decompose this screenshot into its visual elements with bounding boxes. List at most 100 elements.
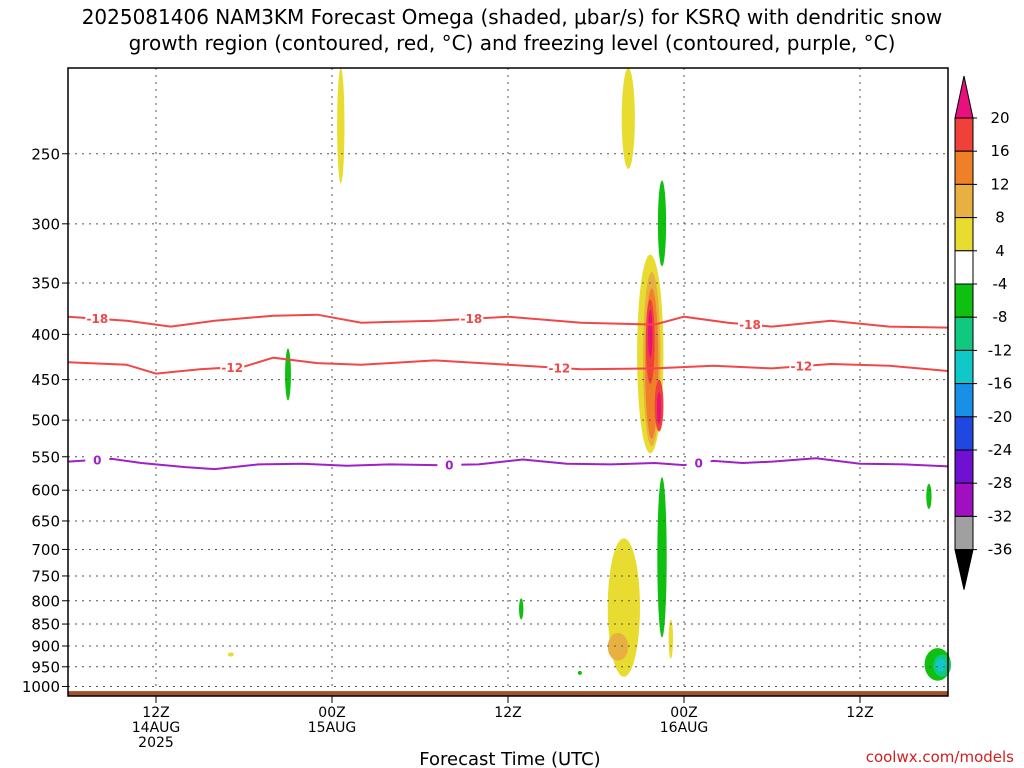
x-tick-label-30-1: 12Z xyxy=(494,705,521,721)
colorbar-bin-4 xyxy=(954,250,974,285)
omega-cell-10 xyxy=(607,632,629,661)
y-tick-label-300: 300 xyxy=(31,215,60,233)
contour-label--12-1: -12 xyxy=(548,361,570,375)
colorbar: 20 16 12 8 4 -4 -8 -12 -16 -20 -24 -28 -32 -36 xyxy=(954,75,1013,590)
y-tick-label-350: 350 xyxy=(31,275,60,293)
omega-cell-18 xyxy=(577,670,582,675)
ground-fill xyxy=(68,691,948,696)
colorbar-bin-7 xyxy=(954,349,974,385)
colorbar-bin-6 xyxy=(954,316,974,351)
colorbar-bin-1 xyxy=(954,150,974,185)
y-tick-label-650: 650 xyxy=(31,512,60,530)
colorbar-bin-11 xyxy=(954,482,974,517)
omega-cell-15 xyxy=(285,348,291,401)
colorbar-label-8: -16 xyxy=(988,375,1013,393)
colorbar-label-6: -8 xyxy=(993,308,1008,326)
contour-label-bg--18-2 xyxy=(738,317,762,332)
omega-cell-12 xyxy=(227,652,234,657)
omega-cell-0 xyxy=(337,68,345,184)
x-axis-title: Forecast Time (UTC) xyxy=(419,749,600,768)
colorbar-label-12: -32 xyxy=(988,507,1013,525)
omega-cell-13 xyxy=(657,180,667,267)
x-tick-label-54-1: 12Z xyxy=(846,705,873,721)
y-tick-label-750: 750 xyxy=(31,567,60,585)
y-tick-label-500: 500 xyxy=(31,412,60,430)
colorbar-bin-3 xyxy=(954,217,974,252)
colorbar-bin-5 xyxy=(954,283,974,318)
contour-line-0 xyxy=(67,457,949,471)
site-credit: coolwx.com/models xyxy=(866,748,1014,766)
colorbar-label-1: 16 xyxy=(990,142,1009,160)
colorbar-bin-9 xyxy=(954,416,974,451)
contour-label-0-1: 0 xyxy=(445,458,453,472)
y-tick-label-450: 450 xyxy=(31,371,60,389)
colorbar-label-7: -12 xyxy=(988,341,1013,359)
omega-shading-layer xyxy=(227,68,951,681)
colorbar-label-11: -28 xyxy=(988,474,1013,492)
x-tick-label-18-1: 00Z xyxy=(318,705,345,721)
x-tick-label-18-2: 15AUG xyxy=(308,720,357,736)
omega-cell-11 xyxy=(668,619,673,659)
contour-layer: -18 -18 -18 -12 -12 -12 0 0 0 xyxy=(67,311,949,472)
y-tick-label-900: 900 xyxy=(31,638,60,656)
contour-label--12-0: -12 xyxy=(221,361,243,375)
omega-cell-14 xyxy=(657,477,667,638)
colorbar-bin-8 xyxy=(954,383,974,418)
contour-label-0-2: 0 xyxy=(694,456,702,470)
colorbar-label-4: 4 xyxy=(995,242,1005,260)
x-tick-label-42-2: 16AUG xyxy=(660,720,709,736)
y-tick-label-250: 250 xyxy=(31,145,60,163)
colorbar-bin-0 xyxy=(954,117,974,152)
contour-label-0-0: 0 xyxy=(93,453,101,467)
contour-label-bg-0-0 xyxy=(85,452,110,467)
colorbar-bin-2 xyxy=(954,183,974,219)
chart-title-line-2: growth region (contoured, red, °C) and f… xyxy=(129,31,896,55)
contour-label-bg--18-0 xyxy=(85,311,110,326)
x-tick-label-42-1: 00Z xyxy=(670,705,697,721)
omega-cell-17 xyxy=(926,483,932,509)
x-tick-label-6-3: 2025 xyxy=(138,735,174,751)
grid-lines xyxy=(68,68,948,696)
chart-title-line-1: 2025081406 NAM3KM Forecast Omega (shaded… xyxy=(82,5,943,29)
contour-label-bg--12-1 xyxy=(547,360,572,375)
y-tick-label-550: 550 xyxy=(31,448,60,466)
contour-line--12 xyxy=(67,356,949,375)
colorbar-label-13: -36 xyxy=(988,541,1013,559)
y-tick-label-950: 950 xyxy=(31,658,60,676)
colorbar-bin-10 xyxy=(954,449,974,484)
colorbar-label-0: 20 xyxy=(990,109,1009,127)
colorbar-label-5: -4 xyxy=(993,275,1008,293)
colorbar-top-arrow xyxy=(954,75,974,119)
contour-label-bg-0-2 xyxy=(686,455,711,470)
colorbar-bottom-arrow xyxy=(954,549,974,590)
colorbar-label-2: 12 xyxy=(990,175,1009,193)
y-tick-label-850: 850 xyxy=(31,616,60,634)
colorbar-bin-12 xyxy=(954,515,974,551)
contour-label-bg-0-1 xyxy=(437,457,462,472)
contour-label-bg--18-1 xyxy=(459,311,484,326)
contour-label--18-0: -18 xyxy=(86,312,108,326)
contour-label-bg--12-0 xyxy=(220,360,245,375)
y-tick-label-700: 700 xyxy=(31,541,60,559)
omega-cell-1 xyxy=(621,68,635,169)
contour-label-bg--12-2 xyxy=(789,359,814,374)
omega-cell-7 xyxy=(648,309,653,358)
y-tick-label-1000: 1000 xyxy=(22,678,60,696)
omega-cell-21 xyxy=(935,658,946,672)
colorbar-label-3: 8 xyxy=(995,209,1005,227)
y-axis-ticks: 250 300 350 400 450 500 550 600 650 700 750 800 850 9… xyxy=(22,145,68,696)
y-tick-label-600: 600 xyxy=(31,482,60,500)
omega-cell-8 xyxy=(657,392,662,424)
contour-label--18-2: -18 xyxy=(739,318,761,332)
y-tick-label-400: 400 xyxy=(31,326,60,344)
y-tick-label-800: 800 xyxy=(31,592,60,610)
colorbar-label-9: -20 xyxy=(988,408,1013,426)
contour-line--18 xyxy=(67,313,949,329)
contour-label--18-1: -18 xyxy=(460,312,482,326)
contour-label--12-2: -12 xyxy=(790,360,812,374)
omega-cell-16 xyxy=(519,598,524,620)
x-tick-label-6-1: 12Z xyxy=(142,705,169,721)
x-tick-label-6-2: 14AUG xyxy=(132,720,181,736)
